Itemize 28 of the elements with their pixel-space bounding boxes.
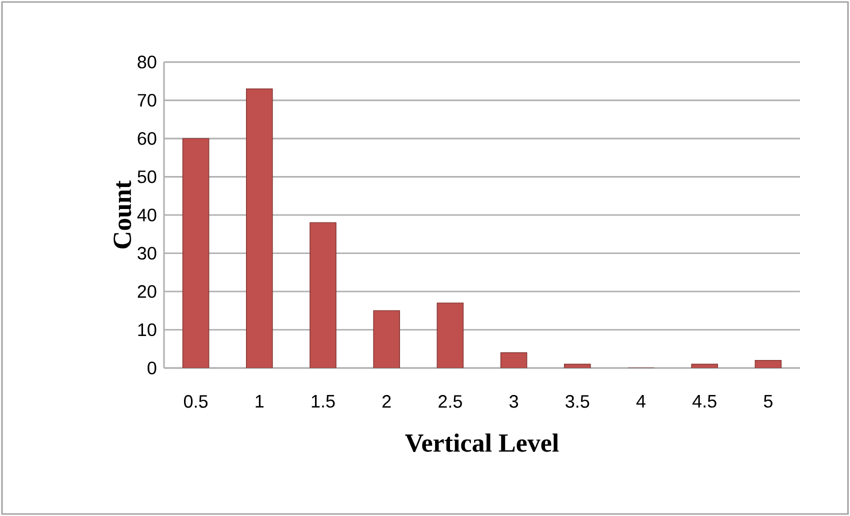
x-tick-label: 3.5 xyxy=(566,395,590,408)
bar xyxy=(246,88,273,368)
bar xyxy=(182,138,210,368)
x-tick-label: 1 xyxy=(256,395,264,408)
x-tick-label: 2.5 xyxy=(438,395,462,408)
x-tick-label: 0.5 xyxy=(184,395,208,408)
bar xyxy=(500,352,528,368)
bar xyxy=(754,360,782,368)
y-tick-label: 10 xyxy=(138,323,156,336)
x-tick-label: 5 xyxy=(764,395,772,408)
x-tick-label: 2 xyxy=(382,395,391,408)
y-tick-label: 20 xyxy=(138,285,156,298)
y-tick-label: 30 xyxy=(138,246,156,260)
bar xyxy=(436,302,464,368)
y-tick-label: 0 xyxy=(148,362,156,374)
y-tick-label: 70 xyxy=(138,94,156,107)
y-tick-label: 80 xyxy=(138,56,156,68)
y-tick-label: 60 xyxy=(138,132,156,145)
x-tick-label: 3 xyxy=(509,395,518,408)
x-tick-label: 4.5 xyxy=(692,395,716,408)
x-axis-title: Vertical Level xyxy=(405,434,559,452)
x-tick-label: 4 xyxy=(636,395,646,408)
bar xyxy=(310,222,336,368)
y-tick-label: 40 xyxy=(137,208,156,222)
y-tick-label: 50 xyxy=(138,170,156,184)
y-axis-title: Count xyxy=(114,180,132,248)
x-tick-label: 1.5 xyxy=(312,395,335,408)
bar xyxy=(373,310,400,368)
